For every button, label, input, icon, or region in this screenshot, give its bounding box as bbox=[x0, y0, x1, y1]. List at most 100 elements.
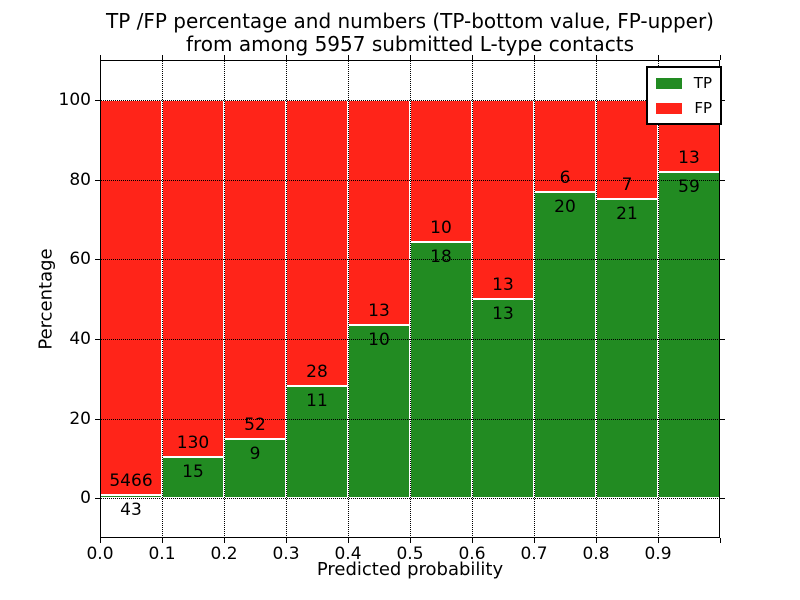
y-axis-label: Percentage bbox=[35, 248, 57, 350]
vertical-gridline bbox=[224, 60, 225, 538]
legend-label-fp: FP bbox=[694, 99, 712, 117]
bar-count-label-fp: 13 bbox=[492, 275, 514, 295]
y-tick-label: 20 bbox=[69, 408, 91, 429]
x-tick-mark bbox=[410, 55, 411, 60]
x-tick-mark bbox=[224, 538, 225, 543]
bar-segment-fp bbox=[348, 99, 410, 325]
bar-segment-tp bbox=[472, 299, 534, 499]
legend-item-fp: FP bbox=[656, 99, 712, 117]
fp-legend-swatch-icon bbox=[656, 102, 682, 114]
x-tick-mark bbox=[596, 538, 597, 543]
bar-count-label-fp: 28 bbox=[306, 361, 328, 382]
y-tick-mark bbox=[95, 259, 100, 261]
y-tick-label: 100 bbox=[58, 89, 91, 110]
y-tick-mark bbox=[95, 498, 100, 500]
x-tick-mark bbox=[658, 538, 659, 543]
bar-count-label-tp: 11 bbox=[306, 390, 328, 411]
legend-label-tp: TP bbox=[693, 74, 712, 92]
x-tick-mark bbox=[162, 538, 163, 543]
x-tick-mark bbox=[472, 55, 473, 60]
legend-item-tp: TP bbox=[656, 74, 712, 92]
bar-segment-tp bbox=[162, 456, 224, 499]
bar-count-label-tp: 15 bbox=[182, 461, 204, 482]
x-tick-mark bbox=[472, 538, 473, 543]
bar-count-label-tp: 9 bbox=[249, 444, 261, 465]
x-tick-label: 0.6 bbox=[458, 544, 486, 564]
y-tick-label: 0 bbox=[80, 488, 91, 509]
x-tick-label: 0.1 bbox=[148, 544, 176, 564]
bar-segment-fp bbox=[224, 99, 286, 440]
y-tick-mark bbox=[720, 259, 725, 261]
x-tick-mark bbox=[100, 55, 101, 60]
x-tick-mark bbox=[534, 55, 535, 60]
bar-segment-tp bbox=[410, 242, 472, 499]
bar-count-label-fp: 13 bbox=[678, 147, 700, 168]
bar-segment-tp bbox=[534, 191, 596, 499]
y-tick-mark bbox=[720, 179, 725, 181]
vertical-gridline bbox=[658, 60, 659, 538]
vertical-gridline bbox=[162, 60, 163, 538]
y-tick-mark bbox=[95, 338, 100, 340]
vertical-gridline bbox=[410, 60, 411, 538]
bar-count-label-tp: 59 bbox=[678, 176, 700, 197]
y-tick-mark bbox=[720, 338, 725, 340]
bar-count-label-tp: 21 bbox=[616, 204, 638, 225]
x-tick-mark bbox=[658, 55, 659, 60]
bar-segment-tp bbox=[224, 439, 286, 499]
y-tick-mark bbox=[95, 179, 100, 181]
bar-segment-tp bbox=[658, 171, 720, 499]
bar-segment-fp bbox=[286, 99, 348, 386]
x-axis-label: Predicted probability bbox=[316, 559, 504, 580]
bar-count-label-fp: 5466 bbox=[109, 471, 153, 492]
vertical-gridline bbox=[534, 60, 535, 538]
chart-title-line1: TP /FP percentage and numbers (TP-bottom… bbox=[106, 9, 714, 33]
vertical-gridline bbox=[348, 60, 349, 538]
vertical-gridline bbox=[472, 60, 473, 538]
x-tick-label: 0.0 bbox=[86, 544, 114, 564]
bar-count-label-fp: 7 bbox=[621, 175, 633, 196]
y-tick-label: 60 bbox=[69, 249, 91, 270]
bar-count-label-tp: 10 bbox=[368, 329, 390, 350]
x-tick-mark bbox=[410, 538, 411, 543]
chart-title: TP /FP percentage and numbers (TP-bottom… bbox=[100, 10, 720, 56]
x-tick-mark bbox=[348, 538, 349, 543]
x-tick-label: 0.5 bbox=[396, 544, 424, 564]
x-tick-mark bbox=[162, 55, 163, 60]
bar-count-label-fp: 130 bbox=[176, 432, 210, 453]
x-tick-label: 0.7 bbox=[520, 544, 548, 564]
y-tick-mark bbox=[95, 99, 100, 101]
y-tick-mark bbox=[720, 418, 725, 420]
bar-segment-fp bbox=[100, 99, 162, 496]
bar-segment-fp bbox=[472, 99, 534, 299]
x-tick-label: 0.8 bbox=[582, 544, 610, 564]
x-tick-label: 0.9 bbox=[644, 544, 672, 564]
tp-legend-swatch-icon bbox=[656, 77, 682, 89]
bar-segment-tp bbox=[286, 385, 348, 499]
x-tick-mark bbox=[596, 55, 597, 60]
y-tick-label: 80 bbox=[69, 169, 91, 190]
bar-segment-tp bbox=[596, 199, 658, 499]
x-tick-mark bbox=[224, 55, 225, 60]
y-tick-mark bbox=[95, 418, 100, 420]
x-tick-label: 0.3 bbox=[272, 544, 300, 564]
plot-area: 5466 43 130 15 52 9 28 11 13 10 10 18 13 13 6 20 7 21 13 59… bbox=[59, 55, 725, 564]
bar-count-label-tp: 20 bbox=[554, 196, 576, 217]
x-tick-label: 0.4 bbox=[334, 544, 362, 564]
x-tick-mark bbox=[720, 55, 721, 60]
bar-segment-tp bbox=[348, 324, 410, 499]
x-tick-mark bbox=[286, 55, 287, 60]
bar-segment-fp bbox=[162, 99, 224, 457]
x-tick-mark bbox=[348, 55, 349, 60]
chart-title-line2: from among 5957 submitted L-type contact… bbox=[185, 32, 635, 56]
x-tick-mark bbox=[100, 538, 101, 543]
bar-count-label-tp: 43 bbox=[120, 500, 142, 521]
vertical-gridline bbox=[596, 60, 597, 538]
y-tick-label: 40 bbox=[69, 328, 91, 349]
bar-count-label-fp: 6 bbox=[559, 167, 571, 188]
y-tick-mark bbox=[720, 498, 725, 500]
bar-count-label-tp: 13 bbox=[492, 304, 514, 324]
legend: TP FP bbox=[646, 66, 722, 125]
bar-count-label-fp: 52 bbox=[244, 415, 266, 436]
bar-count-label-tp: 18 bbox=[430, 247, 452, 268]
x-tick-mark bbox=[534, 538, 535, 543]
